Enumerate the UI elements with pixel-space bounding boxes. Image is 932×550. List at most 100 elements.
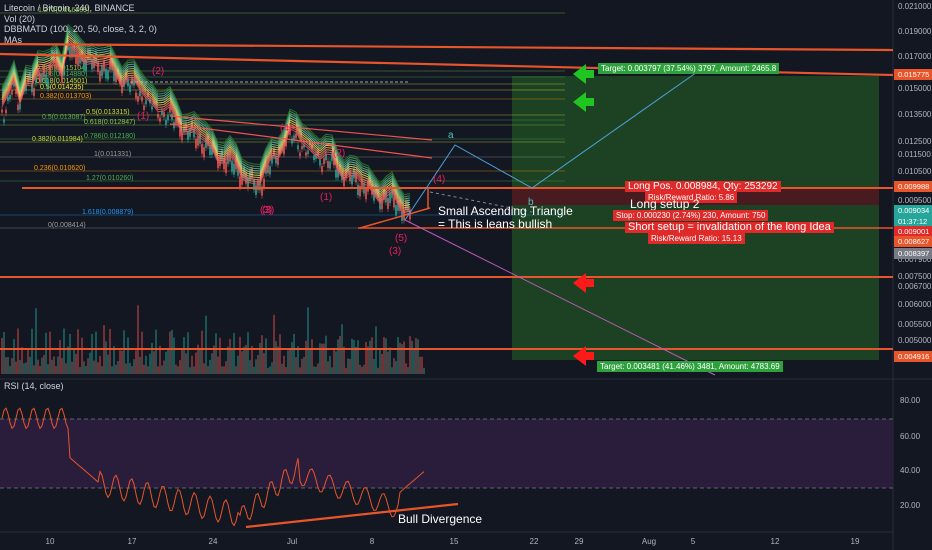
volume-bar xyxy=(221,366,223,374)
resistance-trendline-upper[interactable] xyxy=(0,42,894,52)
volume-bar xyxy=(165,351,167,374)
volume-bar xyxy=(363,364,365,374)
volume-bar xyxy=(53,356,55,374)
candle-body xyxy=(11,89,13,95)
wave-label: (2) xyxy=(152,66,164,77)
volume-bar xyxy=(223,366,225,374)
volume-bar xyxy=(381,353,383,374)
rsi-tick-label: 60.00 xyxy=(900,432,921,441)
short-target-label[interactable]: Target: 0.003481 (41.46%) 3481, Amount: … xyxy=(597,361,783,372)
volume-bar xyxy=(369,340,371,374)
volume-bar xyxy=(183,336,185,374)
volume-bar xyxy=(407,367,409,374)
volume-bar xyxy=(337,339,339,374)
candle-body xyxy=(393,196,395,208)
candle-body xyxy=(203,147,205,158)
volume-bar xyxy=(237,355,239,374)
volume-bar xyxy=(189,367,191,374)
volume-bar xyxy=(255,359,257,374)
price-tick-label: 0.011500 xyxy=(898,150,931,159)
indicator-volume[interactable]: Vol (20) xyxy=(4,13,36,24)
candle-body xyxy=(223,158,225,170)
indicator-dbbmatd[interactable]: DBBMATD (100, 20, 50, close, 3, 2, 0) xyxy=(4,24,157,34)
volume-bar xyxy=(181,348,183,374)
volume-bar xyxy=(305,340,307,374)
volume-bar xyxy=(283,355,285,374)
ma-long xyxy=(169,115,433,141)
volume-bar xyxy=(91,333,93,374)
volume-bar xyxy=(343,346,345,374)
candle-body xyxy=(249,170,251,181)
candle-body xyxy=(329,161,331,169)
candle-body xyxy=(357,184,359,195)
volume-bar xyxy=(379,348,381,374)
candle-body xyxy=(143,105,145,110)
volume-bar xyxy=(173,337,175,374)
volume-bar xyxy=(73,349,75,374)
green-arrow-icon xyxy=(573,92,594,112)
indicator-mas[interactable]: MAs xyxy=(4,34,22,45)
volume-bar xyxy=(397,337,399,374)
volume-bar xyxy=(231,349,233,374)
price-label-text: 0.009034 xyxy=(898,206,929,215)
candle-body xyxy=(175,118,177,125)
volume-bar xyxy=(323,343,325,374)
volume-bar xyxy=(35,308,37,374)
volume-bar xyxy=(17,328,19,374)
candle-body xyxy=(159,117,161,122)
fib-label: 0.5(0.014235) xyxy=(40,84,84,91)
volume-bar xyxy=(203,363,205,374)
volume-bar xyxy=(121,350,123,374)
long-position-label[interactable]: Long Pos. 0.008984, Qty: 253292 xyxy=(625,181,781,192)
volume-bar xyxy=(113,346,115,374)
bullish-projection xyxy=(404,69,701,221)
bull-divergence-line xyxy=(245,502,459,529)
candle-body xyxy=(241,174,243,185)
price-tick-label: 0.005000 xyxy=(898,336,932,345)
ma-line xyxy=(1,39,411,211)
volume-bar xyxy=(279,334,281,374)
chart-title[interactable]: Litecoin / Bitcoin, 240, BINANCE xyxy=(4,3,135,13)
candle-body xyxy=(275,155,277,164)
fib-label: 1.272(0.016309) xyxy=(38,7,89,14)
volume-bar xyxy=(301,358,303,374)
candle-body xyxy=(409,209,411,220)
candle-body xyxy=(129,85,131,93)
long-target-label[interactable]: Target: 0.003797 (37.54%) 3797, Amount: … xyxy=(598,63,780,74)
candle-body xyxy=(47,79,49,89)
volume-bar xyxy=(97,362,99,374)
short-rr-label[interactable]: Risk/Reward Ratio: 15.13 xyxy=(648,233,745,244)
candle-body xyxy=(325,153,327,161)
price-tick-label: 0.012500 xyxy=(898,137,932,146)
rsi-axis[interactable]: 80.00 60.00 40.00 20.00 xyxy=(900,396,921,510)
candle-body xyxy=(201,143,203,154)
volume-bar xyxy=(99,356,101,374)
volume-bar xyxy=(107,354,109,374)
price-axis[interactable]: 0.021000 0.019000 0.017000 0.015000 0.013500… xyxy=(894,2,932,362)
rsi-title[interactable]: RSI (14, close) xyxy=(4,381,64,391)
candle-body xyxy=(139,91,141,97)
candle-body xyxy=(43,68,45,78)
price-label-badge: 0.009988 xyxy=(894,181,932,192)
volume-bar xyxy=(375,326,377,374)
long-rr-label[interactable]: Risk/Reward Ratio: 5.86 xyxy=(645,192,738,203)
time-axis[interactable]: 10 17 24 Jul 8 15 22 29 Aug 5 12 19 xyxy=(46,537,860,546)
candle-body xyxy=(87,49,89,61)
long-stop-label[interactable]: Stop: 0.000230 (2.74%) 230, Amount: 750 xyxy=(613,210,769,221)
volume-bar xyxy=(385,338,387,374)
volume-bar xyxy=(15,361,17,374)
time-tick-label: 5 xyxy=(691,537,696,546)
volume-bar xyxy=(141,331,143,374)
volume-bar xyxy=(33,365,35,374)
volume-bar xyxy=(153,351,155,374)
green-arrow-icon xyxy=(573,64,594,84)
volume-bar xyxy=(365,341,367,374)
volume-bar xyxy=(273,314,275,374)
volume-bar xyxy=(9,366,11,374)
volume-bar xyxy=(159,345,161,374)
volume-bar xyxy=(383,337,385,374)
volume-bar xyxy=(335,351,337,374)
volume-bar xyxy=(171,329,173,374)
candle-body xyxy=(3,119,5,123)
